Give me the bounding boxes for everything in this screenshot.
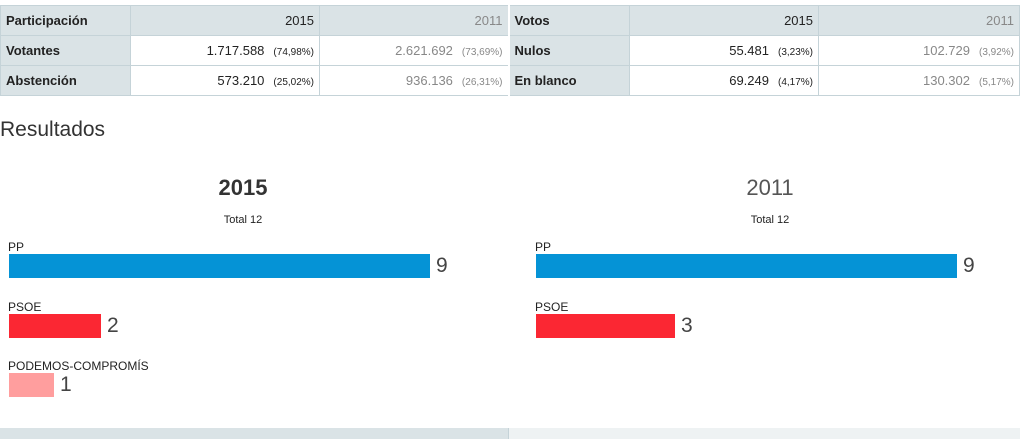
row-label-null: Nulos <box>507 35 630 66</box>
stats-row: Votantes 1.717.588 (74,98%) 2.621.692 (73,… <box>0 35 1020 66</box>
row-label-abstention: Abstención <box>0 65 131 96</box>
votes-header: Votos <box>507 5 630 36</box>
stats-table: Participación 2015 2011 Votos 2015 2011 … <box>0 5 1020 96</box>
abstention-2015: 573.210 (25,02%) <box>130 65 320 96</box>
panel-total: Total 12 <box>223 214 263 226</box>
panel-total: Total 12 <box>750 214 790 226</box>
votes-year-a: 2015 <box>629 5 819 36</box>
party-row: PP 9 <box>8 240 508 286</box>
participation-year-a: 2015 <box>130 5 320 36</box>
party-row: PP 9 <box>535 240 1026 286</box>
seat-count: 1 <box>60 373 72 396</box>
results-panel-2011: 2011 Total 12 PP 9 PSOE 3 <box>535 170 1026 410</box>
party-row: PSOE 2 <box>8 300 508 346</box>
party-name: PP <box>535 240 552 254</box>
seat-count: 9 <box>436 254 448 277</box>
seat-bar <box>535 313 676 339</box>
votes-year-b: 2011 <box>818 5 1020 36</box>
stats-row: Abstención 573.210 (25,02%) 936.136 (26,31… <box>0 65 1020 96</box>
panel-year: 2015 <box>218 175 268 200</box>
participation-header: Participación <box>0 5 131 36</box>
seat-count: 3 <box>681 314 693 337</box>
footer-tab-left[interactable] <box>0 428 508 439</box>
party-name: PODEMOS-COMPROMÍS <box>8 359 149 373</box>
party-name: PSOE <box>8 300 42 314</box>
party-name: PSOE <box>535 300 569 314</box>
footer-tab-right[interactable] <box>508 428 1020 439</box>
seat-count: 9 <box>963 254 975 277</box>
row-label-blank: En blanco <box>507 65 630 96</box>
party-name: PP <box>8 240 25 254</box>
party-row: PODEMOS-COMPROMÍS 1 <box>8 359 508 405</box>
null-2015: 55.481 (3,23%) <box>629 35 819 66</box>
seat-bar <box>8 372 55 398</box>
seat-bar <box>8 313 102 339</box>
stats-header-row: Participación 2015 2011 Votos 2015 2011 <box>0 5 1020 36</box>
row-label-voters: Votantes <box>0 35 131 66</box>
null-2011: 102.729 (3,92%) <box>818 35 1020 66</box>
voters-2011: 2.621.692 (73,69%) <box>319 35 509 66</box>
blank-2015: 69.249 (4,17%) <box>629 65 819 96</box>
results-panel-2015: 2015 Total 12 PP 9 PSOE 2 PODEMOS-COMPRO… <box>8 170 508 410</box>
seat-bar <box>535 253 958 279</box>
abstention-2011: 936.136 (26,31%) <box>319 65 509 96</box>
participation-year-b: 2011 <box>319 5 509 36</box>
blank-2011: 130.302 (5,17%) <box>818 65 1020 96</box>
voters-2015: 1.717.588 (74,98%) <box>130 35 320 66</box>
seat-bar <box>8 253 431 279</box>
seat-count: 2 <box>107 314 119 337</box>
party-row: PSOE 3 <box>535 300 1026 346</box>
panel-year: 2011 <box>746 175 794 200</box>
results-title: Resultados <box>0 118 106 141</box>
